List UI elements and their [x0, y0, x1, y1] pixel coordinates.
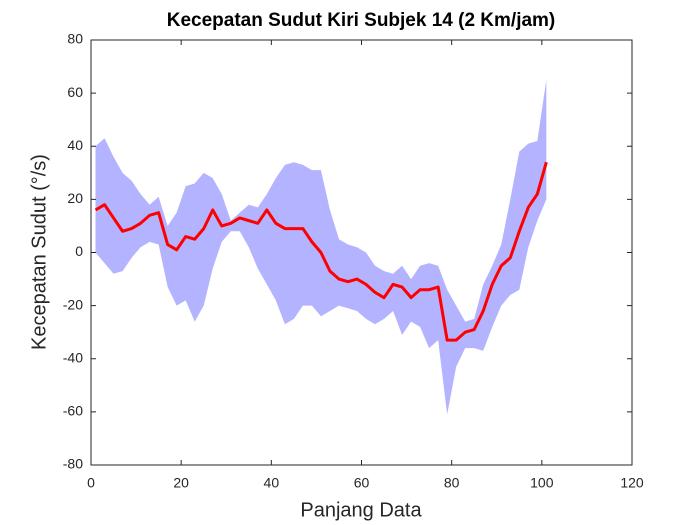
- y-tick-label: 80: [67, 31, 83, 47]
- y-tick-label: 40: [67, 137, 83, 153]
- y-axis-label: Kecepatan Sudut (°/s): [28, 154, 50, 350]
- chart-title: Kecepatan Sudut Kiri Subjek 14 (2 Km/jam…: [167, 10, 556, 31]
- y-tick-label: -60: [63, 403, 83, 419]
- y-tick-label: 0: [75, 243, 83, 259]
- x-tick-label: 80: [444, 475, 460, 491]
- y-tick-label: -80: [63, 456, 83, 472]
- y-tick-label: -20: [63, 296, 83, 312]
- y-tick-label: 60: [67, 84, 83, 100]
- mean-line: [94, 161, 548, 342]
- x-axis-label: Panjang Data: [300, 499, 422, 521]
- x-tick-label: 120: [620, 475, 644, 491]
- band-area: [95, 79, 547, 415]
- x-tick-label: 40: [264, 475, 280, 491]
- x-tick-label: 20: [173, 475, 189, 491]
- x-tick-label: 60: [354, 475, 370, 491]
- y-tick-label: 20: [67, 190, 83, 206]
- x-tick-label: 0: [87, 475, 95, 491]
- y-tick-label: -40: [63, 349, 83, 365]
- x-tick-label: 100: [530, 475, 554, 491]
